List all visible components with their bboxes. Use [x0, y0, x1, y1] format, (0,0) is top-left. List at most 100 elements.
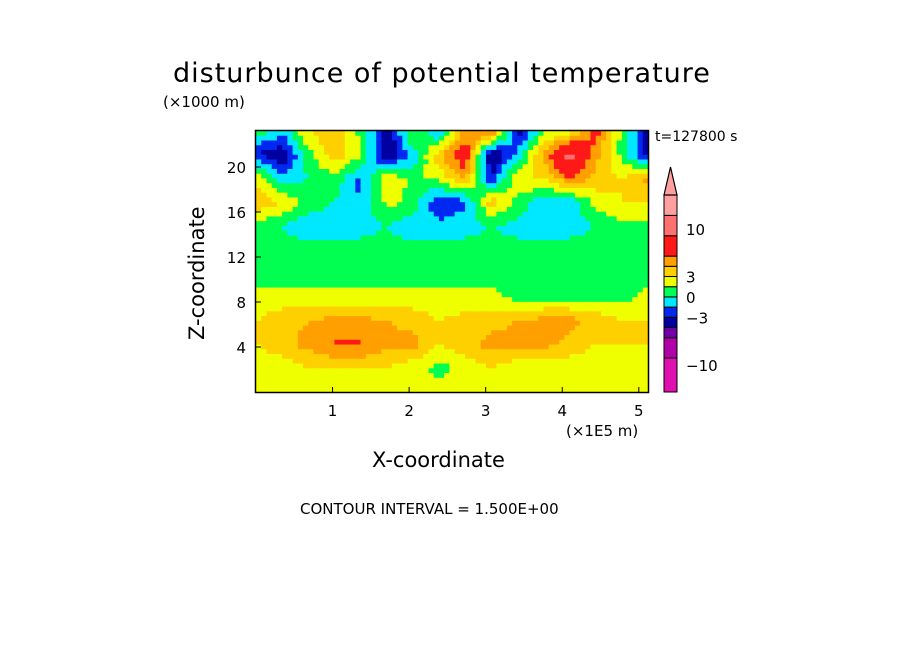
contour-cell — [470, 192, 477, 199]
contour-cell — [256, 216, 262, 222]
contour-cell — [480, 164, 487, 170]
contour-cell — [386, 306, 393, 312]
contour-cell — [271, 230, 278, 236]
contour-cell — [344, 225, 351, 232]
contour-cell — [329, 358, 335, 365]
contour-cell — [323, 278, 330, 284]
contour-cell — [303, 131, 309, 137]
contour-cell — [313, 263, 320, 270]
contour-cell — [407, 187, 414, 194]
contour-cell — [350, 216, 356, 222]
contour-cell — [329, 287, 335, 293]
contour-cell — [391, 240, 398, 246]
contour-cell — [517, 273, 524, 279]
contour-cell — [370, 173, 377, 180]
contour-cell — [370, 164, 377, 170]
contour-cell — [323, 282, 330, 289]
contour-cell — [287, 168, 294, 175]
contour-cell — [370, 368, 377, 374]
contour-cell — [637, 316, 644, 322]
contour-cell — [339, 382, 346, 388]
contour-cell — [303, 316, 309, 322]
contour-cell — [266, 154, 273, 161]
contour-cell — [465, 282, 471, 289]
contour-cell — [454, 235, 461, 241]
contour-cell — [329, 320, 335, 327]
contour-cell — [308, 368, 315, 374]
contour-cell — [506, 178, 513, 184]
contour-cell — [637, 178, 644, 184]
contour-interval-label: CONTOUR INTERVAL = 1.500E+00 — [300, 500, 559, 518]
contour-cell — [418, 259, 424, 265]
contour-cell — [491, 349, 498, 355]
contour-cell — [292, 273, 299, 279]
contour-cell — [512, 131, 518, 137]
contour-cell — [323, 211, 330, 218]
contour-cell — [287, 131, 294, 137]
contour-cell — [548, 211, 555, 218]
contour-cell — [418, 301, 424, 308]
contour-cell — [449, 216, 456, 222]
contour-cell — [360, 268, 367, 274]
contour-cell — [538, 325, 545, 331]
contour-cell — [334, 145, 341, 151]
contour-cell — [271, 197, 278, 203]
contour-cell — [261, 335, 268, 341]
contour-cell — [318, 292, 325, 298]
contour-cell — [559, 368, 565, 374]
contour-cell — [282, 154, 288, 161]
contour-cell — [433, 131, 440, 137]
contour-cell — [334, 373, 341, 379]
contour-cell — [585, 368, 592, 374]
contour-cell — [376, 154, 383, 161]
contour-cell — [256, 230, 262, 236]
contour-cell — [559, 249, 565, 255]
contour-cell — [632, 249, 639, 255]
contour-cell — [344, 297, 351, 303]
contour-cell — [627, 216, 633, 222]
contour-cell — [538, 292, 545, 298]
contour-cell — [370, 387, 377, 393]
contour-cell — [611, 168, 618, 175]
contour-cell — [303, 183, 309, 189]
contour-cell — [496, 183, 503, 189]
contour-cell — [381, 140, 388, 146]
contour-cell — [318, 235, 325, 241]
contour-cell — [600, 202, 607, 208]
contour-cell — [459, 358, 466, 365]
contour-cell — [506, 173, 513, 180]
contour-cell — [438, 149, 445, 156]
contour-cell — [397, 131, 403, 137]
contour-cell — [642, 197, 649, 203]
contour-cell — [564, 164, 571, 170]
contour-cell — [611, 230, 618, 236]
contour-cell — [329, 377, 335, 384]
contour-cell — [391, 135, 398, 142]
contour-cell — [496, 349, 503, 355]
contour-cell — [621, 311, 628, 317]
contour-cell — [480, 187, 487, 194]
contour-cell — [323, 330, 330, 336]
contour-cell — [600, 368, 607, 374]
contour-cell — [423, 168, 430, 175]
contour-cell — [355, 206, 362, 213]
contour-cell — [412, 297, 419, 303]
contour-cell — [323, 216, 330, 222]
contour-cell — [512, 178, 518, 184]
contour-cell — [512, 387, 518, 393]
contour-cell — [611, 301, 618, 308]
contour-cell — [454, 354, 461, 360]
contour-cell — [459, 320, 466, 327]
contour-cell — [433, 159, 440, 165]
contour-cell — [360, 263, 367, 270]
contour-cell — [454, 311, 461, 317]
contour-cell — [433, 135, 440, 142]
contour-cell — [600, 344, 607, 350]
contour-cell — [412, 192, 419, 199]
contour-cell — [564, 159, 571, 165]
contour-cell — [501, 168, 508, 175]
contour-cell — [538, 335, 545, 341]
contour-cell — [475, 149, 482, 156]
contour-cell — [360, 249, 367, 255]
contour-cell — [391, 202, 398, 208]
